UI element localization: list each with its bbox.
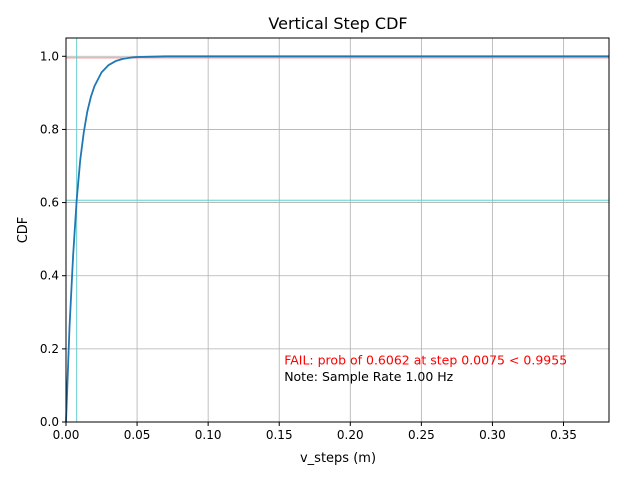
y-axis-ticks: 0.0 0.2 0.4 0.6 0.8 1.0 xyxy=(40,49,66,429)
x-axis-ticks: 0.00 0.05 0.10 0.15 0.20 0.25 0.30 0.35 xyxy=(53,422,577,442)
y-tick-label: 0.0 xyxy=(40,415,59,429)
x-tick-label: 0.10 xyxy=(195,428,222,442)
x-tick-label: 0.35 xyxy=(550,428,577,442)
x-tick-label: 0.25 xyxy=(408,428,435,442)
plot-frame xyxy=(65,37,610,423)
series-layer xyxy=(65,55,609,423)
reference-lines xyxy=(66,38,609,422)
x-tick-label: 0.05 xyxy=(124,428,151,442)
y-tick-label: 0.4 xyxy=(40,269,59,283)
y-tick-label: 0.6 xyxy=(40,196,59,210)
x-tick-label: 0.30 xyxy=(479,428,506,442)
y-tick-label: 1.0 xyxy=(40,49,59,63)
annotations: FAIL: prob of 0.6062 at step 0.0075 < 0.… xyxy=(284,353,567,384)
y-axis-label: CDF xyxy=(16,217,31,244)
cdf-series-line xyxy=(65,55,609,423)
x-tick-label: 0.15 xyxy=(266,428,293,442)
note-annotation: Note: Sample Rate 1.00 Hz xyxy=(284,369,453,384)
x-tick-label: 0.00 xyxy=(53,428,80,442)
y-tick-label: 0.2 xyxy=(40,342,59,356)
fail-annotation: FAIL: prob of 0.6062 at step 0.0075 < 0.… xyxy=(284,353,567,368)
x-axis-label: v_steps (m) xyxy=(300,451,376,466)
chart-title: Vertical Step CDF xyxy=(268,14,407,33)
y-tick-label: 0.8 xyxy=(40,122,59,136)
x-tick-label: 0.20 xyxy=(337,428,364,442)
